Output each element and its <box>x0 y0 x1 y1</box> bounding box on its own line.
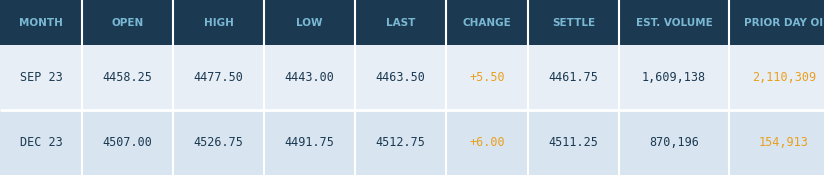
Text: 4477.50: 4477.50 <box>194 71 243 84</box>
Text: 4458.25: 4458.25 <box>102 71 152 84</box>
Text: 1,609,138: 1,609,138 <box>642 71 706 84</box>
Text: 4512.75: 4512.75 <box>376 136 425 149</box>
Bar <box>0 0 824 45</box>
Text: SETTLE: SETTLE <box>552 18 595 27</box>
Text: +5.50: +5.50 <box>469 71 505 84</box>
Text: 4526.75: 4526.75 <box>194 136 243 149</box>
Text: HIGH: HIGH <box>204 18 233 27</box>
Text: 154,913: 154,913 <box>759 136 809 149</box>
Text: MONTH: MONTH <box>19 18 63 27</box>
Text: LOW: LOW <box>297 18 323 27</box>
Text: LAST: LAST <box>386 18 415 27</box>
Text: 4461.75: 4461.75 <box>549 71 598 84</box>
Text: 2,110,309: 2,110,309 <box>752 71 816 84</box>
Text: DEC 23: DEC 23 <box>20 136 63 149</box>
Text: SEP 23: SEP 23 <box>20 71 63 84</box>
Text: EST. VOLUME: EST. VOLUME <box>635 18 713 27</box>
Text: 4463.50: 4463.50 <box>376 71 425 84</box>
Text: PRIOR DAY OI: PRIOR DAY OI <box>744 18 823 27</box>
Text: 4511.25: 4511.25 <box>549 136 598 149</box>
Bar <box>0 45 824 110</box>
Text: 4443.00: 4443.00 <box>284 71 335 84</box>
Text: CHANGE: CHANGE <box>462 18 512 27</box>
Bar <box>0 110 824 175</box>
Text: 4491.75: 4491.75 <box>284 136 335 149</box>
Text: +6.00: +6.00 <box>469 136 505 149</box>
Text: OPEN: OPEN <box>111 18 143 27</box>
Text: 4507.00: 4507.00 <box>102 136 152 149</box>
Text: 870,196: 870,196 <box>649 136 699 149</box>
